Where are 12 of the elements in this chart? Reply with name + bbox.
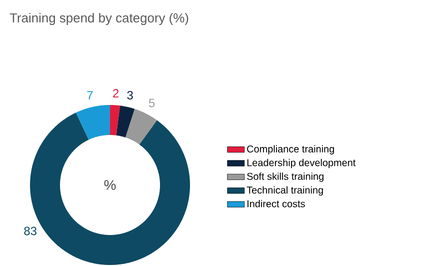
data-label: 5	[148, 98, 155, 108]
legend-label: Leadership development	[247, 158, 356, 168]
legend-label: Soft skills training	[247, 172, 324, 182]
data-label: 3	[127, 90, 133, 100]
data-label: 7	[87, 91, 93, 100]
legend-label: Technical training	[246, 186, 323, 196]
legend-label: Indirect costs	[248, 200, 305, 208]
legend-label: Compliance training	[247, 145, 334, 154]
chart-title: Training spend by category (%)	[10, 12, 188, 26]
data-label: 2	[113, 89, 119, 98]
data-label: 83	[24, 226, 36, 236]
text: %	[104, 180, 116, 190]
